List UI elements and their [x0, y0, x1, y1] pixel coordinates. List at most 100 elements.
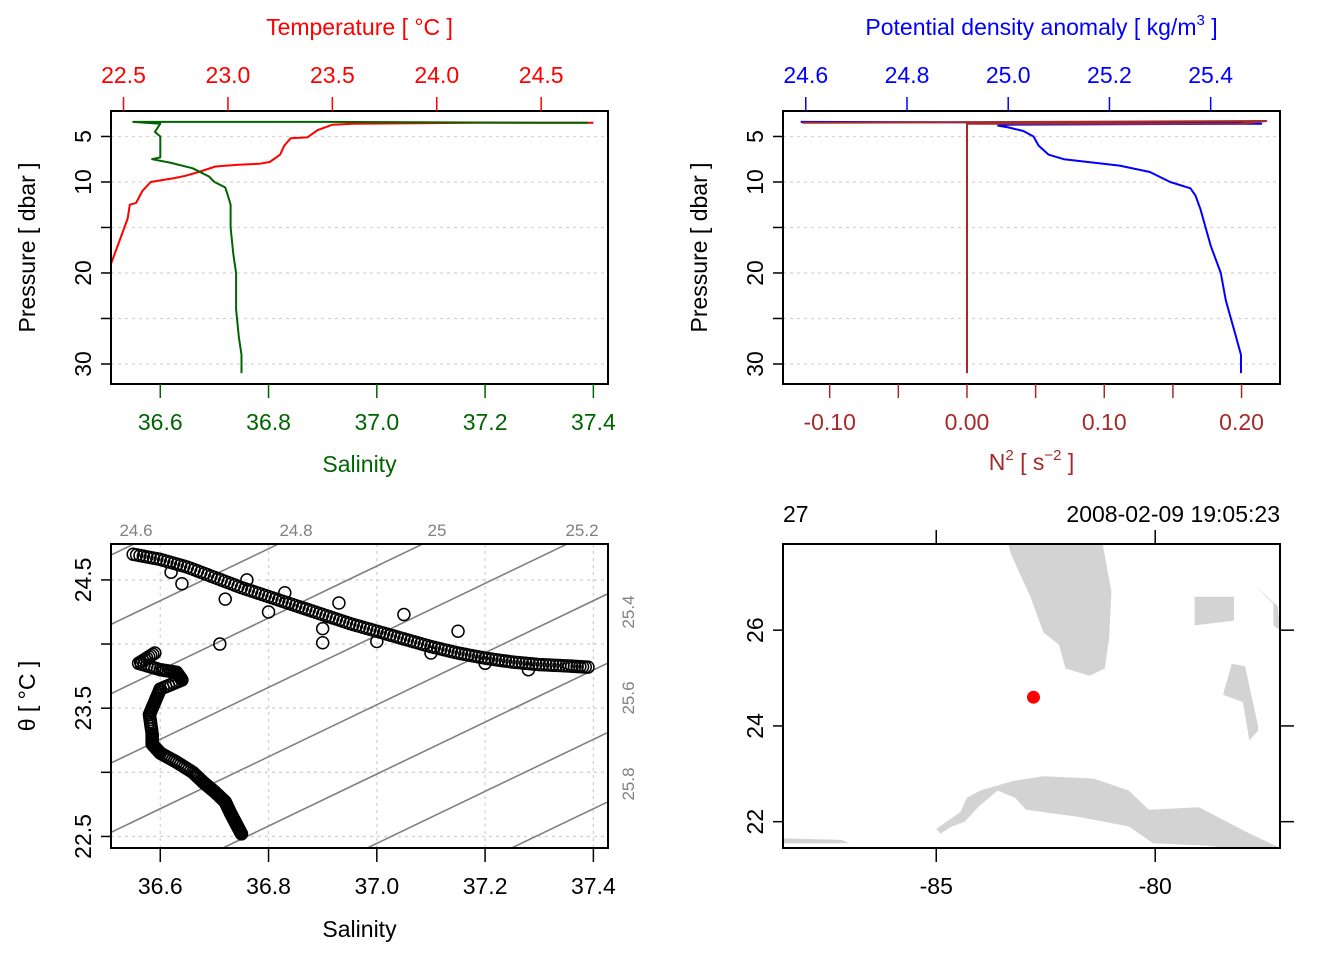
panel-temperature-salinity-profile: 5 10 20 30 Pressure [ dbar ] 22.5 23.0 23.5 24.0… — [14, 14, 616, 477]
y-axis-label: Pressure [ dbar ] — [686, 162, 712, 332]
y-tick-label: 23.5 — [70, 686, 96, 731]
y-tick-label: 22 — [742, 809, 768, 835]
isopycnal-line — [111, 544, 281, 626]
top-axis-title: Temperature [ °C ] — [266, 14, 453, 40]
bottom-tick-label: 0.20 — [1219, 409, 1264, 435]
land-group — [783, 544, 1280, 848]
x-tick-label: 37.2 — [463, 873, 508, 899]
top-tick-label: 23.0 — [206, 62, 251, 88]
isopycnal-line — [509, 800, 608, 848]
x-tick-label: 36.6 — [138, 873, 183, 899]
data-point — [420, 638, 435, 653]
land-florida — [1008, 544, 1112, 676]
panel-density-n2-profile: 5 10 20 30 Pressure [ dbar ] 24.6 24.8 25.0 25.2… — [686, 12, 1281, 475]
isopycnal-label: 25.2 — [565, 521, 598, 540]
land-abaco — [1253, 584, 1280, 631]
data-point — [502, 654, 516, 669]
bottom-tick-label: 36.8 — [246, 409, 291, 435]
data-point — [578, 660, 593, 674]
x-tick-label: -85 — [920, 873, 953, 899]
data-point — [451, 624, 465, 638]
isopycnal-line — [221, 662, 608, 848]
bottom-tick-label: 0.00 — [945, 409, 990, 435]
isopycnal-label: 24.8 — [279, 521, 312, 540]
data-point — [218, 592, 232, 606]
data-point — [315, 621, 330, 636]
data-point — [529, 657, 543, 672]
bottom-tick-label: 37.0 — [354, 409, 399, 435]
isopycnal-line — [365, 731, 608, 848]
isopycnal-label: 25.8 — [619, 767, 638, 800]
bottom-axis-title: N2 [ s−2 ] — [989, 447, 1075, 475]
x-tick-label: 36.8 — [246, 873, 291, 899]
data-point — [240, 573, 254, 587]
data-point — [150, 552, 164, 566]
data-point — [213, 637, 227, 651]
data-point — [315, 636, 330, 650]
series-group — [800, 120, 1268, 374]
top-tick-label: 22.5 — [101, 62, 146, 88]
x-tick-label: 37.0 — [354, 873, 399, 899]
y-tick-label: 5 — [742, 130, 768, 143]
x-axis-label: Salinity — [322, 916, 397, 942]
series-line-salinity — [132, 120, 588, 374]
x-tick-label: 37.4 — [571, 873, 616, 899]
data-point — [447, 645, 462, 659]
top-tick-label: 25.4 — [1188, 62, 1233, 88]
y-tick-label: 10 — [742, 169, 768, 195]
data-point — [150, 662, 165, 676]
plot-frame — [110, 543, 609, 849]
data-point — [332, 596, 346, 610]
land-cuba — [936, 776, 1280, 848]
land-yucatan-tip — [783, 838, 849, 844]
series-line-temperature — [111, 121, 594, 267]
data-point — [148, 740, 162, 755]
y-tick-label: 30 — [742, 351, 768, 377]
bottom-tick-label: 36.6 — [138, 409, 183, 435]
bottom-axis-title-part: −2 — [1044, 447, 1061, 464]
top-axis-title-part: 3 — [1196, 12, 1204, 29]
isopycnal-label: 25.4 — [619, 595, 638, 628]
y-tick-label: 20 — [70, 260, 96, 286]
plot-frame — [110, 110, 609, 385]
y-tick-label: 24 — [742, 713, 768, 739]
y-tick-label: 10 — [70, 169, 96, 195]
isopycnal-label: 25.6 — [619, 681, 638, 714]
y-axis-label: Pressure [ dbar ] — [14, 162, 40, 332]
y-tick-label: 5 — [70, 130, 96, 143]
top-tick-label: 24.6 — [783, 62, 828, 88]
panel-ts-diagram: 36.6 36.8 37.0 37.2 37.4 22.5 23.5 24.5 Salinity… — [14, 521, 638, 942]
data-point — [234, 825, 248, 840]
top-axis-title: Potential density anomaly [ kg/m3 ] — [865, 12, 1217, 40]
bottom-axis-title: Salinity — [322, 451, 397, 477]
bottom-tick-label: -0.10 — [803, 409, 855, 435]
top-tick-label: 24.8 — [885, 62, 930, 88]
isopycnal-label: 24.6 — [119, 521, 152, 540]
data-point — [175, 577, 189, 591]
bottom-tick-label: 0.10 — [1082, 409, 1127, 435]
y-tick-label: 22.5 — [70, 814, 96, 859]
bottom-axis-title-part: 2 — [1005, 447, 1013, 464]
scatter-group — [126, 547, 595, 841]
land-andros — [1223, 663, 1259, 741]
isopycnal-line — [111, 544, 425, 695]
panel-station-map: -85 -80 22 24 26 27 2008-02-09 19:05:23 — [742, 501, 1294, 899]
y-tick-label: 30 — [70, 351, 96, 377]
data-point — [339, 615, 354, 630]
isopycnal-line — [111, 592, 608, 834]
bottom-axis-title-part: [ s — [1014, 449, 1045, 475]
station-marker — [1026, 690, 1040, 704]
data-point — [261, 605, 276, 619]
y-tick-label: 20 — [742, 260, 768, 286]
bottom-axis-title-part: ] — [1061, 449, 1074, 475]
plot-frame — [782, 110, 1281, 385]
top-axis-title-part: Potential density anomaly [ kg/m — [865, 14, 1196, 40]
series-group — [111, 120, 594, 374]
land-grand-bahama — [1192, 596, 1234, 626]
series-line-n2 — [802, 120, 1268, 374]
data-point — [393, 631, 408, 645]
data-point — [366, 623, 381, 638]
station-time-label: 2008-02-09 19:05:23 — [1066, 501, 1280, 527]
isopycnal-label: 25 — [428, 521, 447, 540]
